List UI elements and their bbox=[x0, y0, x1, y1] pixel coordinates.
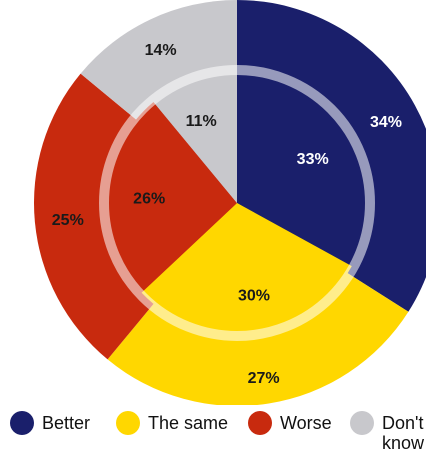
inner-slice-the-same bbox=[141, 203, 352, 335]
legend: Better The same Worse Don't know bbox=[10, 411, 426, 459]
legend-swatch-better bbox=[10, 411, 34, 435]
ring-divider bbox=[99, 65, 375, 341]
inner-slice-don-t-know bbox=[153, 72, 237, 203]
legend-item-worse: Worse bbox=[248, 411, 332, 435]
pie-chart: 34% 27% 25% 14% 33% 30% 26% 11% bbox=[34, 0, 426, 405]
slice-labels: 34% 27% 25% 14% 33% 30% 26% 11% bbox=[52, 42, 402, 387]
legend-label-worse: Worse bbox=[280, 413, 332, 433]
legend-label-the-same: The same bbox=[148, 413, 229, 433]
legend-item-better: Better bbox=[10, 411, 90, 435]
legend-swatch-dont-know bbox=[350, 411, 374, 435]
inner-slice-worse bbox=[106, 102, 237, 293]
inner-label-worse: 26% bbox=[133, 191, 165, 208]
inner-label-don-t-know: 11% bbox=[186, 113, 217, 130]
outer-label-don-t-know: 14% bbox=[145, 42, 177, 59]
legend-label-better: Better bbox=[42, 413, 91, 433]
legend-swatch-worse bbox=[248, 411, 272, 435]
outer-label-better: 34% bbox=[370, 114, 402, 131]
outer-label-worse: 25% bbox=[52, 212, 84, 229]
legend-label-dont-know: Don't know bbox=[382, 413, 425, 453]
outer-label-the-same: 27% bbox=[248, 370, 280, 387]
legend-item-the-same: The same bbox=[116, 411, 228, 435]
legend-swatch-the-same bbox=[116, 411, 140, 435]
inner-label-better: 33% bbox=[297, 151, 329, 168]
legend-item-dont-know: Don't know bbox=[350, 411, 426, 453]
inner-label-the-same: 30% bbox=[238, 287, 270, 304]
